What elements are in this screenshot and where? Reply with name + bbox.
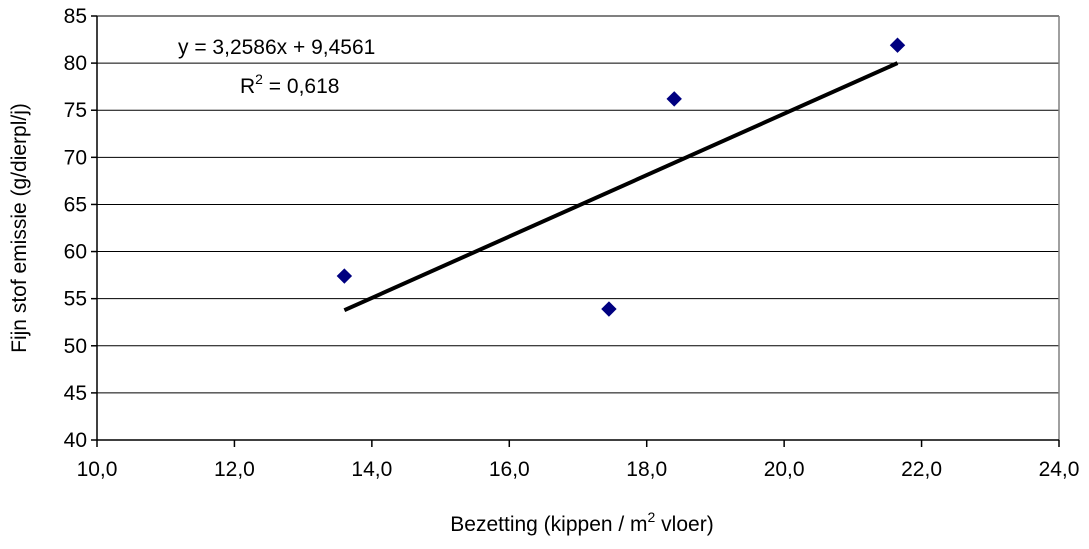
x-tick-label: 22,0 [901, 458, 942, 481]
y-tick-label: 40 [64, 429, 87, 452]
tick-labels: 40 45 50 55 60 65 70 75 80 85 10,0 12,0 14,0 16,0 18,0… [64, 5, 1080, 481]
r-squared-value: = 0,618 [263, 75, 339, 98]
y-tick-label: 80 [64, 52, 87, 75]
trendline-equation: y = 3,2586x + 9,4561 [178, 36, 375, 59]
y-tick-label: 50 [64, 335, 87, 358]
data-point [601, 301, 617, 317]
x-tick-label: 18,0 [626, 458, 667, 481]
x-axis-label-suffix: vloer) [655, 513, 713, 536]
x-tick-label: 16,0 [489, 458, 530, 481]
r-squared-sup: 2 [255, 71, 263, 87]
y-tick-label: 55 [64, 288, 87, 311]
r-squared-r: R [240, 75, 255, 98]
y-tick-label: 75 [64, 99, 87, 122]
y-axis-label: Fijn stof emissie (g/dierpl/j) [8, 103, 31, 353]
trendline-layer [343, 61, 899, 313]
data-point [889, 37, 906, 53]
axis-labels: Bezetting (kippen / m2 vloer) Fijn stof … [8, 103, 714, 536]
y-tick-label: 85 [64, 5, 87, 28]
y-tick-label: 60 [64, 241, 87, 264]
x-tick-label: 20,0 [764, 458, 805, 481]
data-point [666, 91, 682, 107]
x-tick-label: 12,0 [214, 458, 255, 481]
y-tick-label: 65 [64, 193, 87, 216]
x-axis-label: Bezetting (kippen / m2 vloer) [450, 509, 713, 536]
x-tick-label: 14,0 [351, 458, 392, 481]
axes [96, 16, 1060, 441]
x-tick-label: 10,0 [77, 458, 118, 481]
data-point [336, 268, 353, 284]
data-points [336, 37, 906, 317]
y-tick-label: 70 [64, 146, 87, 169]
x-tick-label: 24,0 [1039, 458, 1080, 481]
annotations: y = 3,2586x + 9,4561 R2 = 0,618 [178, 36, 375, 98]
trendline [343, 61, 899, 313]
x-axis-label-sup: 2 [648, 509, 656, 525]
r-squared-label: R2 = 0,618 [240, 71, 339, 98]
y-tick-label: 45 [64, 382, 87, 405]
x-axis-label-main: Bezetting (kippen / m [450, 513, 647, 536]
